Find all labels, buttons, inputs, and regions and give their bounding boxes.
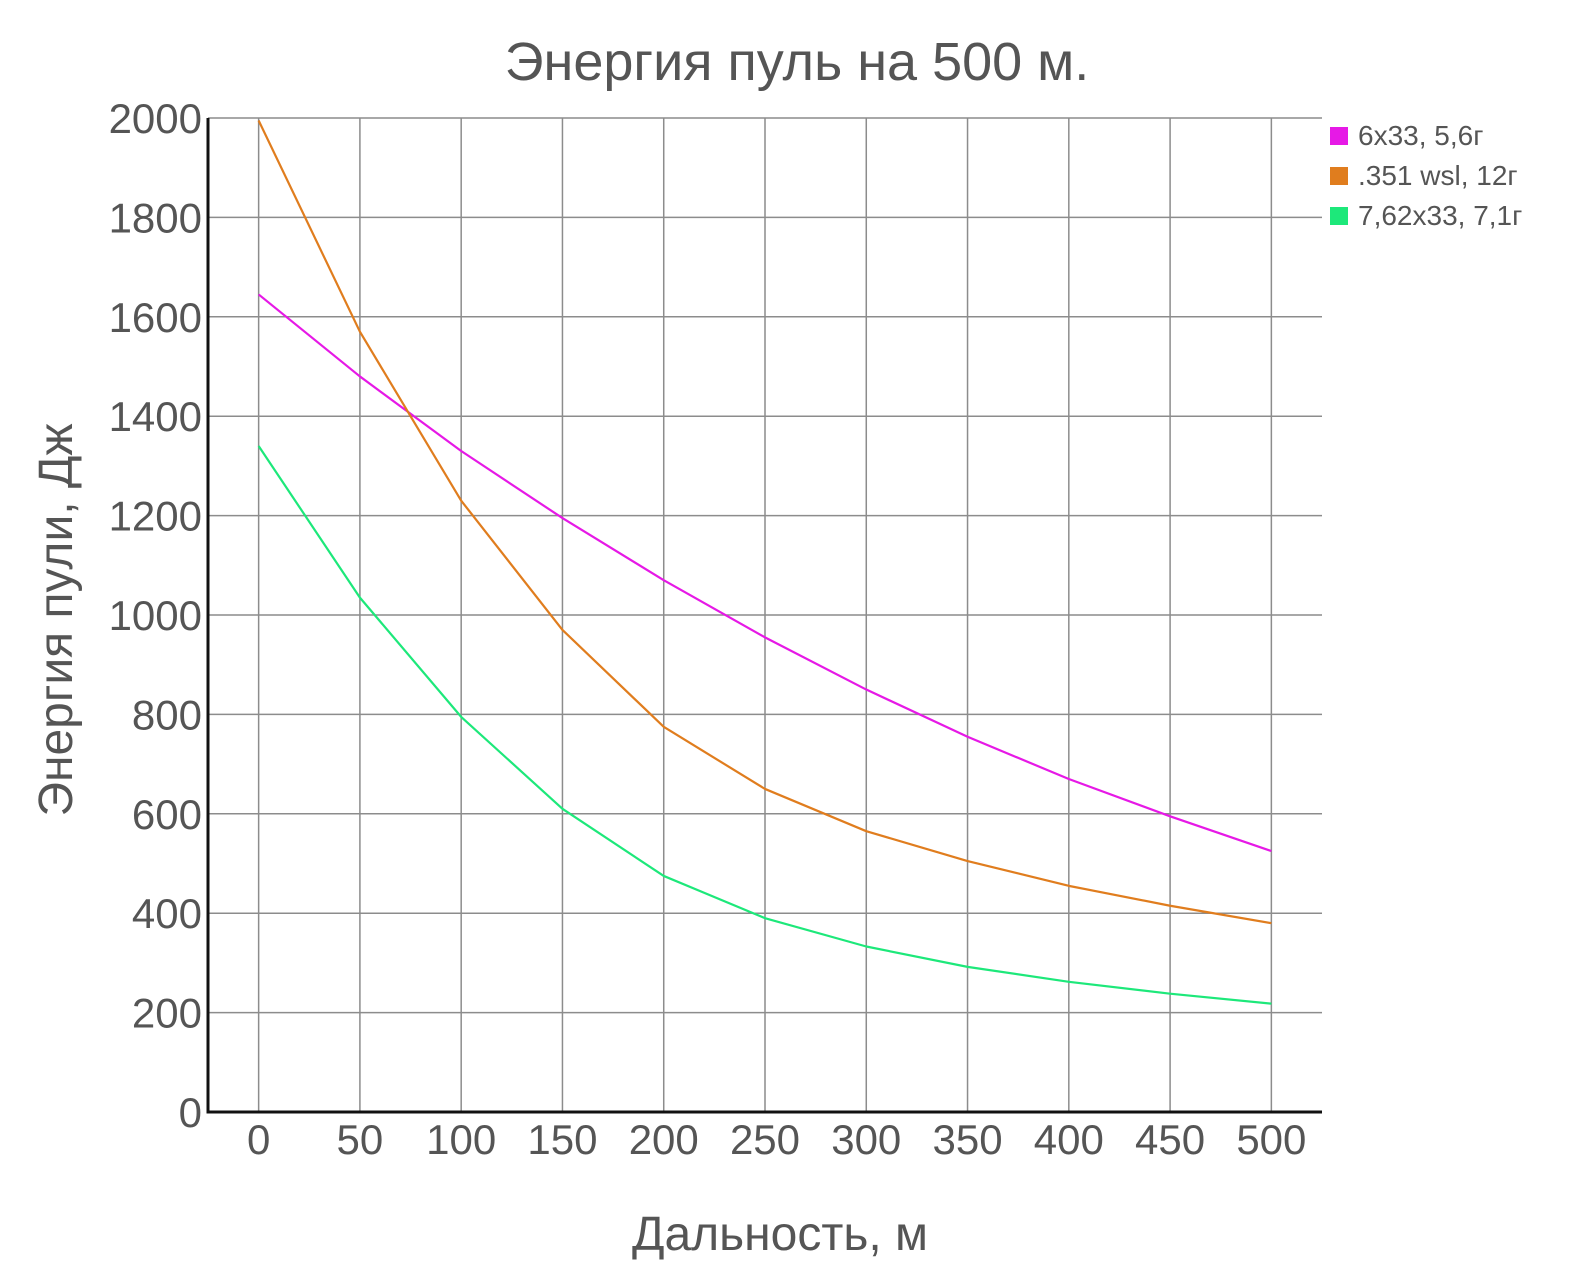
legend-swatch [1330,167,1348,185]
y-tick-label: 800 [132,691,202,738]
legend-label: 7,62x33, 7,1г [1358,200,1522,231]
x-tick-label: 450 [1135,1116,1205,1163]
x-tick-label: 350 [933,1116,1003,1163]
chart-title: Энергия пуль на 500 м. [505,32,1090,92]
axes [206,118,1322,1114]
legend: 6x33, 5,6г .351 wsl, 12г 7,62x33, 7,1г [1330,120,1522,231]
y-tick-label: 1400 [109,393,202,440]
legend-swatch [1330,127,1348,145]
x-tick-label: 400 [1034,1116,1104,1163]
y-axis-label: Энергия пули, Дж [30,423,83,816]
y-tick-label: 1200 [109,493,202,540]
x-axis-label: Дальность, м [632,1208,928,1261]
y-tick-label: 1600 [109,294,202,341]
series-line [257,120,1272,925]
y-tick-label: 600 [132,791,202,838]
legend-label: 6x33, 5,6г [1358,120,1483,151]
y-tick-label: 200 [132,990,202,1037]
y-tick-label: 0 [179,1089,202,1136]
legend-label: .351 wsl, 12г [1358,160,1518,191]
grid [208,117,1322,1112]
x-tick-label: 500 [1236,1116,1306,1163]
x-tick-label: 150 [527,1116,597,1163]
y-tick-label: 1800 [109,194,202,241]
legend-swatch [1330,207,1348,225]
series-line [257,293,1272,853]
x-tick-label: 200 [629,1116,699,1163]
y-tick-label: 400 [132,890,202,937]
x-tick-label: 100 [426,1116,496,1163]
x-tick-labels: 0 50 100 150 200 250 300 350 400 450 500 [247,1116,1306,1163]
x-tick-label: 300 [831,1116,901,1163]
y-tick-label: 2000 [109,95,202,142]
y-tick-labels: 0 200 400 600 800 1000 1200 1400 1600 1800 2000 [109,95,202,1136]
x-tick-label: 0 [247,1116,270,1163]
x-tick-label: 250 [730,1116,800,1163]
series-lines [257,120,1272,1005]
y-tick-label: 1000 [109,592,202,639]
series-line [257,445,1272,1005]
x-tick-label: 50 [337,1116,384,1163]
